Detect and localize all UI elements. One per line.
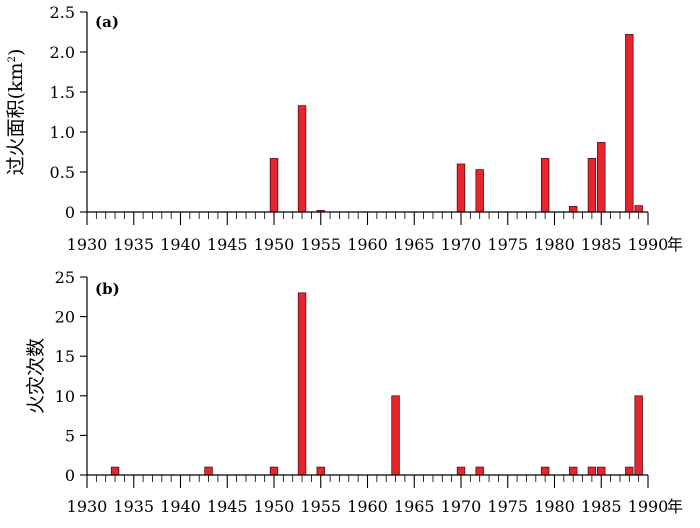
bar — [269, 158, 279, 213]
y-tick-label: 20 — [55, 308, 75, 327]
x-tick-label: 1960 — [347, 235, 388, 254]
bar — [625, 34, 634, 213]
bar — [456, 163, 466, 213]
panel-label: (a) — [95, 13, 119, 31]
y-axis-title: 过火面积(km2) — [5, 49, 27, 176]
bar — [475, 169, 484, 213]
bar — [269, 466, 279, 476]
x-tick-label: 1975 — [487, 235, 528, 254]
bar — [110, 466, 120, 476]
x-tick-label: 1980 — [534, 235, 575, 254]
x-tick-label: 1940 — [160, 497, 201, 516]
y-tick-label: 2.0 — [50, 43, 75, 62]
bar — [297, 105, 307, 213]
x-tick-label: 1960 — [347, 497, 388, 516]
y-tick-label: 0 — [65, 466, 75, 485]
x-tick-label: 1935 — [113, 235, 154, 254]
x-tick-label: 1975 — [487, 497, 528, 516]
bar — [634, 395, 643, 476]
x-axis-unit: 年 — [667, 497, 683, 516]
x-tick-label: 1980 — [534, 497, 575, 516]
x-tick-label: 1990 — [628, 497, 669, 516]
bar — [540, 158, 550, 213]
bar — [597, 142, 606, 213]
x-tick-label: 1950 — [254, 497, 295, 516]
x-tick-label: 1965 — [394, 497, 435, 516]
bar — [587, 158, 597, 213]
x-axis-unit: 年 — [667, 235, 683, 254]
chart-panel-a: 1930 1935 1940 1945 1950 1955 1960 1965 1970 1975… — [5, 3, 683, 254]
x-tick-label: 1945 — [207, 497, 248, 516]
y-axis-title: 火灾次数 — [25, 338, 47, 414]
y-tick-label: 0 — [65, 203, 75, 222]
bar — [625, 466, 634, 476]
y-tick-label: 10 — [55, 387, 75, 406]
y-axis-title-tail: ) — [5, 49, 27, 56]
bar — [475, 466, 484, 476]
bar — [391, 395, 400, 476]
x-tick-label: 1935 — [113, 497, 154, 516]
y-tick-label: 0.5 — [50, 163, 75, 182]
bar — [297, 292, 307, 476]
y-tick-label: 5 — [65, 426, 75, 445]
bar — [204, 466, 213, 476]
y-axis-title-text: 火灾次数 — [25, 338, 47, 414]
y-tick-label: 15 — [55, 347, 75, 366]
x-minor-ticks — [86, 212, 649, 225]
y-tick-label: 25 — [55, 268, 75, 287]
bar — [597, 466, 606, 476]
x-tick-label: 1985 — [581, 497, 622, 516]
y-axis-title-sup: 2 — [7, 56, 18, 62]
bar-series — [110, 292, 643, 476]
y-tick-label: 1.5 — [50, 83, 75, 102]
x-tick-label: 1970 — [441, 497, 482, 516]
y-tick-label: 2.5 — [50, 3, 75, 22]
bar — [540, 466, 550, 476]
bar-series — [269, 34, 643, 213]
bar — [569, 466, 578, 476]
chart-panel-b: 1930 1935 1940 1945 1950 1955 1960 1965 1970 1975… — [25, 268, 683, 516]
panel-label: (b) — [95, 280, 120, 298]
y-tick-label: 1.0 — [50, 123, 75, 142]
x-tick-label: 1950 — [254, 235, 295, 254]
x-tick-label: 1965 — [394, 235, 435, 254]
x-tick-label: 1955 — [300, 497, 341, 516]
x-tick-label: 1985 — [581, 235, 622, 254]
bar — [316, 466, 325, 476]
x-tick-label: 1990 — [628, 235, 669, 254]
bar — [456, 466, 466, 476]
x-tick-label: 1970 — [441, 235, 482, 254]
y-axis-title-text: 过火面积(km — [5, 62, 27, 175]
bar — [634, 205, 643, 213]
x-tick-label: 1930 — [67, 235, 108, 254]
x-minor-ticks — [86, 475, 649, 488]
x-tick-label: 1940 — [160, 235, 201, 254]
x-tick-label: 1945 — [207, 235, 248, 254]
x-tick-label: 1930 — [67, 497, 108, 516]
bar — [569, 206, 578, 213]
bar — [587, 466, 597, 476]
x-tick-label: 1955 — [300, 235, 341, 254]
